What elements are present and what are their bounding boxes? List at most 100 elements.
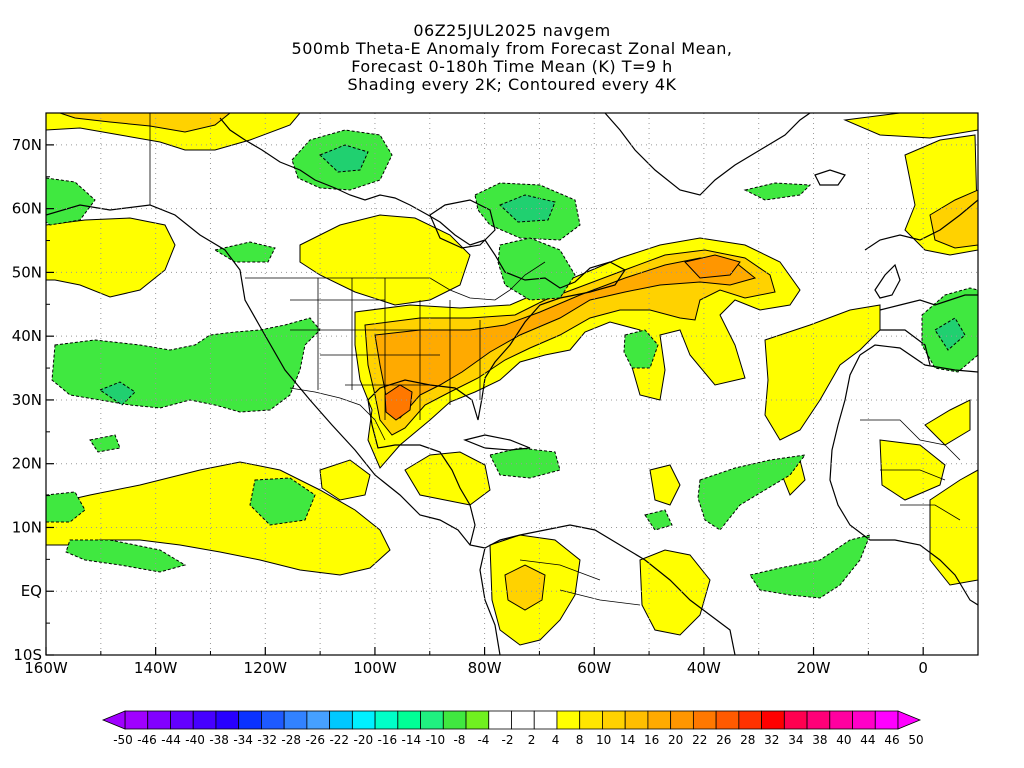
colorbar-swatch bbox=[852, 710, 876, 730]
alaska-canada-border bbox=[149, 113, 176, 216]
greenland-coastline bbox=[604, 113, 811, 196]
colorbar-swatch bbox=[783, 710, 808, 730]
negative-anomaly-mid bbox=[319, 144, 369, 173]
negative-anomaly-region bbox=[46, 177, 96, 226]
colorbar-swatch bbox=[329, 710, 353, 730]
positive-anomaly-region bbox=[319, 459, 371, 501]
positive-anomaly-core bbox=[59, 113, 231, 133]
positive-anomaly-core bbox=[504, 564, 546, 611]
colorbar-label: 28 bbox=[740, 733, 755, 747]
positive-anomaly-region bbox=[299, 214, 471, 306]
y-tick-label: 50N bbox=[12, 263, 42, 281]
negative-anomaly-region bbox=[89, 434, 121, 453]
colorbar-swatch bbox=[192, 710, 217, 730]
iceland-coastline bbox=[814, 169, 846, 186]
y-tick-label: 10N bbox=[12, 518, 42, 536]
x-tick-label: 120W bbox=[244, 659, 288, 677]
colorbar-label: 44 bbox=[860, 733, 875, 747]
colorbar-label: 46 bbox=[884, 733, 899, 747]
negative-anomaly-region bbox=[743, 182, 812, 201]
positive-anomaly-region bbox=[764, 304, 881, 441]
x-tick-label: 160W bbox=[24, 659, 68, 677]
colorbar-swatch bbox=[715, 710, 740, 730]
colorbar-label: -50 bbox=[113, 733, 133, 747]
colorbar-label: 14 bbox=[620, 733, 635, 747]
colorbar-label: 22 bbox=[692, 733, 707, 747]
south-america-borders bbox=[519, 559, 641, 606]
colorbar-swatch bbox=[738, 710, 762, 730]
colorbar-label: -46 bbox=[137, 733, 157, 747]
colorbar-label: -10 bbox=[426, 733, 446, 747]
political-boundaries bbox=[149, 113, 961, 606]
anomaly-field bbox=[46, 113, 978, 646]
negative-anomaly-region bbox=[249, 477, 316, 526]
colorbar-swatch bbox=[465, 710, 490, 730]
colorbar-label: -28 bbox=[281, 733, 301, 747]
colorbar-label: -4 bbox=[477, 733, 489, 747]
negative-anomaly-region bbox=[46, 491, 86, 523]
colorbar-swatch bbox=[533, 710, 558, 730]
negative-anomaly-region bbox=[489, 447, 561, 479]
positive-anomaly-region bbox=[46, 217, 176, 298]
colorbar-swatch bbox=[670, 710, 694, 730]
colorbar-swatch bbox=[420, 710, 444, 730]
colorbar-swatch bbox=[692, 710, 717, 730]
colorbar-swatch bbox=[624, 710, 649, 730]
x-tick-label: 0 bbox=[918, 659, 928, 677]
africa-borders bbox=[860, 419, 961, 521]
x-axis: 160W 140W 120W 100W 80W 60W 40W 20W 0 bbox=[24, 647, 979, 677]
colorbar-label: -22 bbox=[329, 733, 349, 747]
title-line-1: 06Z25JUL2025 navgem bbox=[413, 21, 611, 40]
y-tick-label: 10S bbox=[13, 646, 42, 664]
us-canada-border bbox=[245, 261, 546, 301]
colorbar-swatch bbox=[647, 710, 672, 730]
lat-lon-grid bbox=[45, 113, 979, 655]
positive-anomaly-region bbox=[929, 469, 978, 586]
negative-anomaly-region bbox=[697, 454, 807, 531]
colorbar-label: 34 bbox=[788, 733, 803, 747]
us-mexico-border bbox=[289, 387, 386, 441]
negative-anomaly-mid bbox=[934, 317, 966, 351]
y-tick-label: 20N bbox=[12, 455, 42, 473]
colorbar-label: -34 bbox=[233, 733, 253, 747]
colorbar-label: -16 bbox=[378, 733, 398, 747]
x-tick-label: 60W bbox=[577, 659, 611, 677]
title-line-4: Shading every 2K; Contoured every 4K bbox=[347, 75, 677, 94]
colorbar-swatch bbox=[306, 710, 331, 730]
colorbar: -50 -46 -44 -40 -38 -34 -32 -28 -26 -22 -20 -16 -14-… bbox=[101, 710, 924, 747]
colorbar-label: 38 bbox=[812, 733, 827, 747]
x-tick-label: 20W bbox=[797, 659, 831, 677]
colorbar-swatch bbox=[511, 710, 535, 730]
colorbar-arrow-left bbox=[101, 710, 126, 730]
colorbar-label: -38 bbox=[209, 733, 229, 747]
positive-anomaly-region bbox=[924, 399, 971, 446]
colorbar-label: -14 bbox=[402, 733, 422, 747]
colorbar-label: -8 bbox=[453, 733, 465, 747]
colorbar-label: -40 bbox=[185, 733, 205, 747]
colorbar-swatch bbox=[283, 710, 308, 730]
x-tick-label: 40W bbox=[687, 659, 721, 677]
coastlines bbox=[46, 113, 978, 655]
y-tick-label: 30N bbox=[12, 391, 42, 409]
negative-anomaly-region bbox=[213, 241, 276, 263]
colorbar-label: 26 bbox=[716, 733, 731, 747]
colorbar-label: 40 bbox=[836, 733, 851, 747]
map-frame bbox=[45, 112, 979, 656]
colorbar-swatch bbox=[556, 710, 581, 730]
colorbar-label: -32 bbox=[257, 733, 277, 747]
colorbar-label: 16 bbox=[644, 733, 659, 747]
colorbar-label: 50 bbox=[908, 733, 923, 747]
colorbar-label: 32 bbox=[764, 733, 779, 747]
colorbar-label: -26 bbox=[305, 733, 325, 747]
y-axis: 10S EQ 10N 20N 30N 40N 50N 60N 70N bbox=[12, 112, 54, 664]
positive-anomaly-region bbox=[404, 451, 491, 506]
colorbar-swatch bbox=[124, 710, 149, 730]
colorbar-swatch bbox=[602, 710, 626, 730]
positive-anomaly-region bbox=[639, 549, 711, 636]
colorbar-label: 20 bbox=[668, 733, 683, 747]
uk-coastline bbox=[874, 263, 901, 299]
x-tick-label: 80W bbox=[468, 659, 502, 677]
negative-anomaly-region bbox=[749, 534, 871, 599]
x-tick-label: 140W bbox=[134, 659, 178, 677]
